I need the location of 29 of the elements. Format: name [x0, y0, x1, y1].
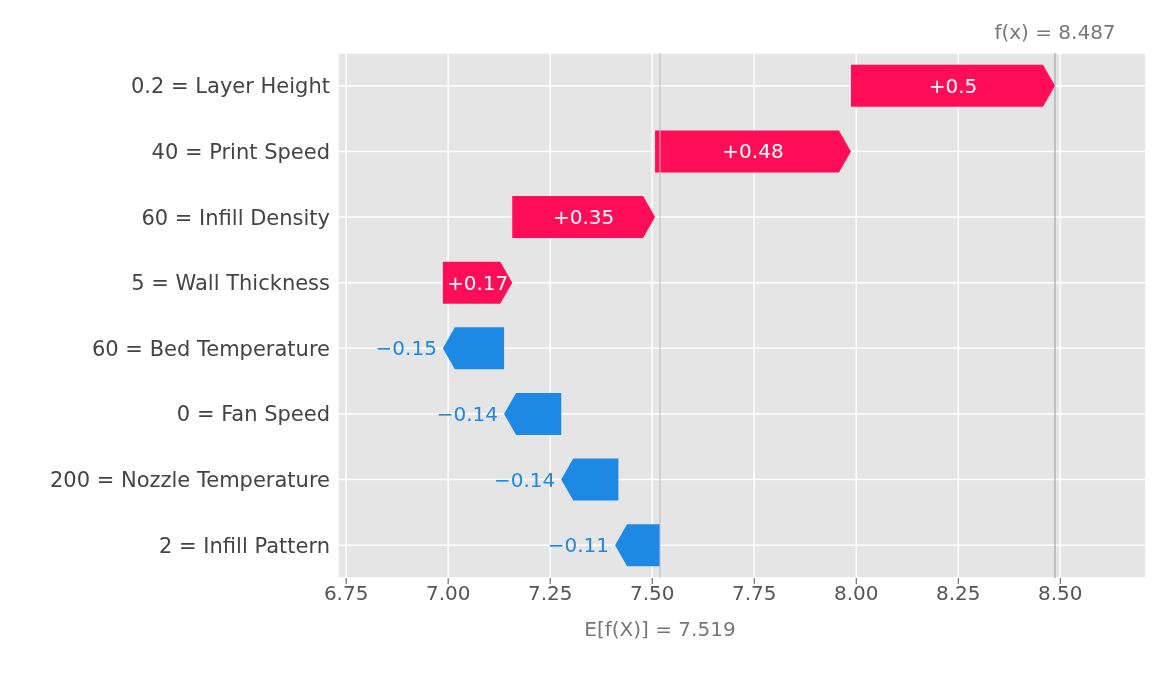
data-label: +0.35 [553, 205, 615, 230]
y-tick-label: 0.2 = Layer Height [131, 74, 330, 99]
data-label: +0.17 [446, 270, 509, 295]
data-label: −0.14 [436, 401, 499, 426]
y-tick-label: 60 = Bed Temperature [91, 336, 330, 361]
y-tick-label: 60 = Infill Density [141, 205, 330, 230]
ref-line-label: f(x) = 8.487 [994, 20, 1116, 44]
data-label: −0.14 [493, 467, 556, 492]
y-tick-label: 0 = Fan Speed [176, 402, 330, 427]
x-tick-label: 8.00 [834, 581, 879, 606]
bar [850, 64, 1055, 107]
x-tick-label: 8.50 [1038, 581, 1083, 606]
data-label: +0.5 [928, 73, 978, 98]
data-label: −0.11 [547, 533, 610, 558]
y-tick-label: 2 = Infill Pattern [159, 533, 330, 558]
data-label: −0.15 [375, 336, 437, 361]
x-tick-label: 7.50 [629, 581, 675, 606]
x-tick-label: 7.25 [527, 581, 573, 606]
data-label: +0.48 [722, 139, 784, 164]
y-tick-label: 5 = Wall Thickness [131, 271, 330, 296]
x-tick-label: 6.75 [323, 581, 369, 606]
x-tick-label: 8.25 [936, 581, 981, 606]
ref-line-label: E[f(X)] = 7.519 [584, 617, 736, 641]
x-tick-label: 7.00 [425, 581, 471, 606]
y-tick-label: 40 = Print Speed [151, 139, 330, 164]
bar [655, 130, 851, 173]
y-tick-label: 200 = Nozzle Temperature [49, 468, 330, 493]
x-tick-label: 7.75 [731, 581, 777, 606]
bar [512, 196, 656, 239]
